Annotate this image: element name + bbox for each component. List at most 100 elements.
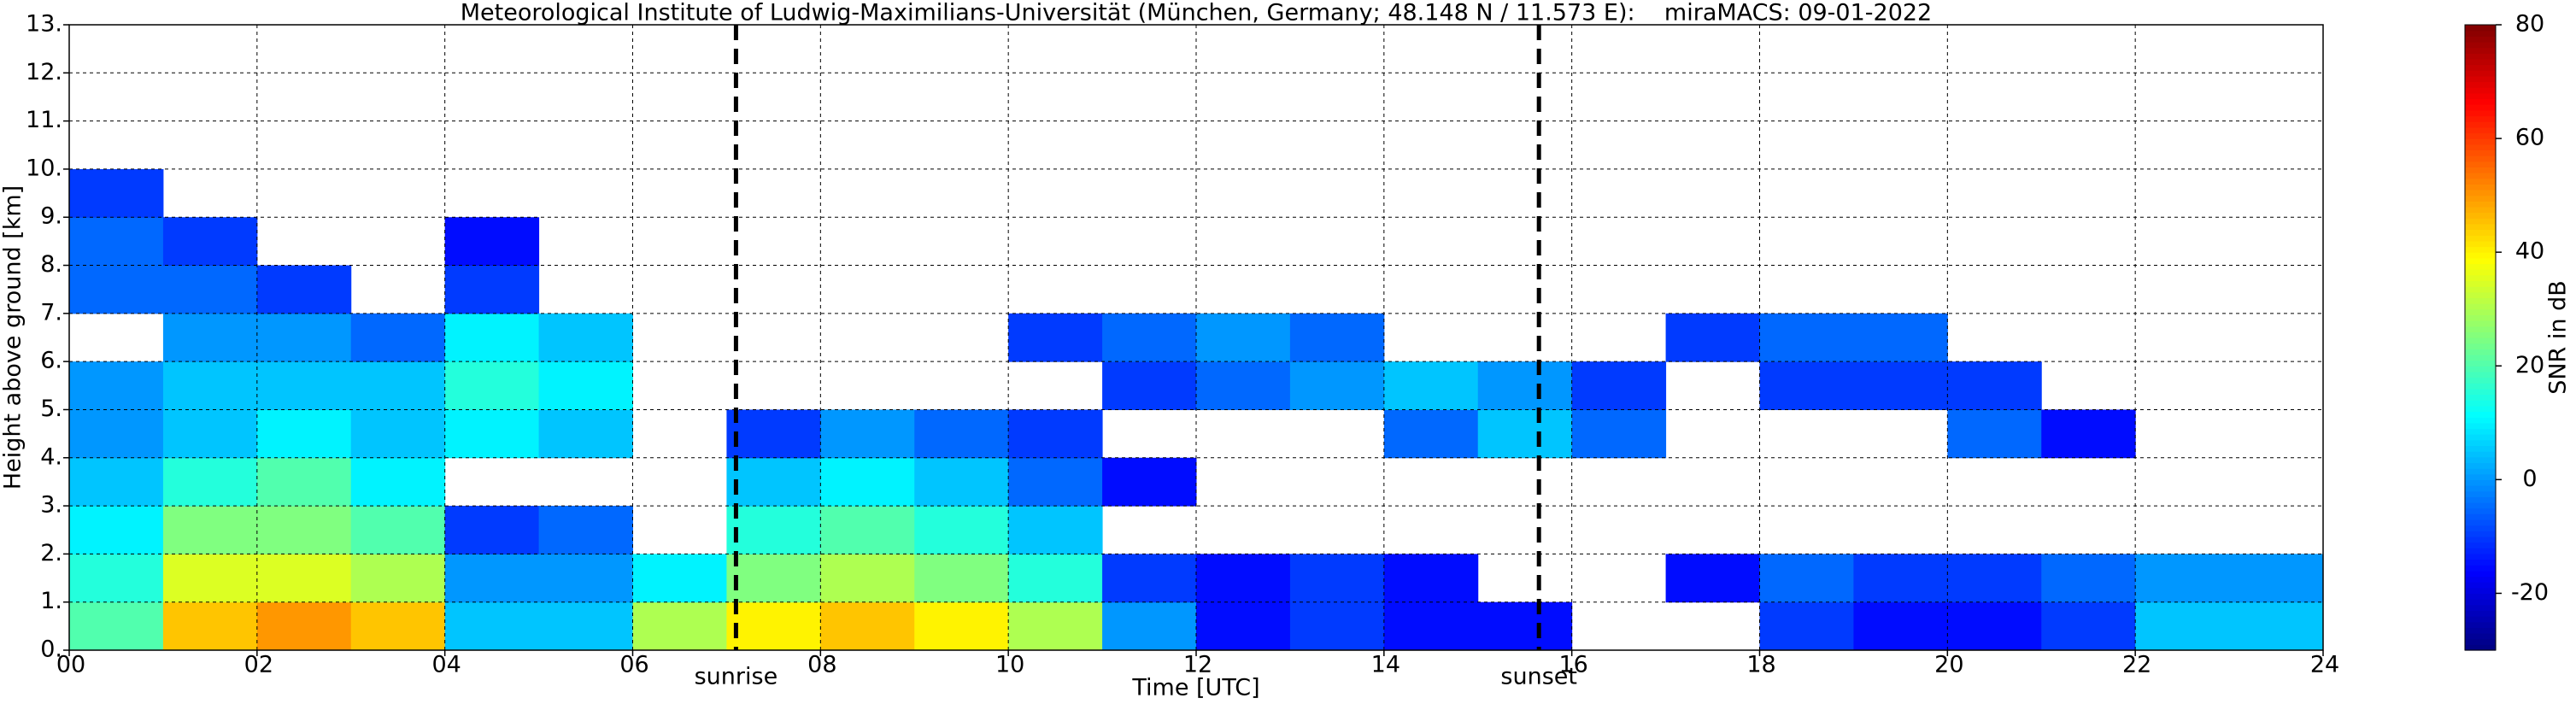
heat-cell	[1008, 313, 1103, 362]
heat-cell	[1853, 554, 1948, 603]
colorbar-swatch	[2465, 400, 2496, 407]
heat-cell	[632, 601, 727, 651]
colorbar-swatch	[2465, 633, 2496, 640]
heat-cell	[726, 409, 821, 459]
colorbar-swatch	[2465, 565, 2496, 572]
heat-cell	[726, 457, 821, 507]
colorbar-swatch	[2465, 456, 2496, 463]
colorbar-swatch	[2465, 70, 2496, 77]
colorbar-swatch	[2465, 115, 2496, 122]
colorbar-swatch	[2465, 235, 2496, 242]
heat-cell	[69, 457, 164, 507]
x-tick-label: 16	[1558, 652, 1587, 678]
colorbar-swatch	[2465, 473, 2496, 480]
heat-cell	[162, 313, 258, 362]
heat-cell	[1853, 313, 1948, 362]
colorbar-label: SNR in dB	[2545, 280, 2572, 395]
colorbar-swatch	[2465, 405, 2496, 413]
colorbar-swatch	[2465, 519, 2496, 526]
heat-cell	[162, 361, 258, 410]
colorbar-swatch	[2465, 223, 2496, 231]
heat-cell	[2041, 601, 2136, 651]
colorbar-swatch	[2465, 388, 2496, 396]
x-tick-label: 02	[244, 652, 273, 678]
heat-cell	[538, 554, 633, 603]
heat-cell	[444, 217, 540, 267]
heat-cell	[726, 506, 821, 554]
colorbar-swatch	[2465, 354, 2496, 361]
colorbar-swatch	[2465, 206, 2496, 214]
x-tick-label: 20	[1934, 652, 1963, 678]
heat-cell	[1102, 554, 1197, 603]
colorbar-swatch	[2465, 75, 2496, 83]
heat-cell	[914, 601, 1009, 651]
colorbar-swatch	[2465, 360, 2496, 367]
colorbar-swatch	[2465, 286, 2496, 293]
heat-cell	[1853, 601, 1948, 651]
heat-cell	[350, 554, 446, 603]
heat-cell	[2041, 409, 2136, 459]
colorbar-swatch	[2465, 542, 2496, 549]
colorbar-swatch	[2465, 144, 2496, 150]
y-tick-label: 0.	[40, 637, 62, 663]
y-tick-label: 4.	[40, 443, 62, 470]
heat-cell	[162, 457, 258, 507]
heat-cell	[1196, 601, 1291, 651]
heat-cell	[256, 265, 352, 314]
colorbar-swatch	[2465, 303, 2496, 310]
colorbar-swatch	[2465, 445, 2496, 452]
colorbar-swatch	[2465, 349, 2496, 355]
colorbar-swatch	[2465, 36, 2496, 43]
heat-cell	[256, 409, 352, 459]
x-tick-label: 04	[431, 652, 461, 678]
heat-cell	[538, 409, 633, 459]
colorbar-swatch	[2465, 291, 2496, 299]
colorbar-swatch	[2465, 434, 2496, 441]
heat-cell	[350, 409, 446, 459]
x-tick-label: 14	[1371, 652, 1400, 678]
colorbar-swatch	[2465, 468, 2496, 475]
colorbar-swatch	[2465, 280, 2496, 287]
colorbar-swatch	[2465, 184, 2496, 191]
heat-cell	[1853, 361, 1948, 410]
heat-cell	[1571, 361, 1667, 410]
colorbar-swatch	[2465, 507, 2496, 514]
colorbar-swatch	[2465, 297, 2496, 304]
event-label: sunset	[1500, 664, 1577, 690]
heat-cell	[1383, 361, 1479, 410]
colorbar-swatch	[2465, 559, 2496, 566]
heat-cell	[256, 361, 352, 410]
heat-cell	[69, 168, 164, 218]
colorbar-swatch	[2465, 269, 2496, 276]
heat-cell	[444, 265, 540, 314]
heat-cell	[1947, 409, 2042, 459]
colorbar-swatch	[2465, 377, 2496, 384]
colorbar-swatch	[2465, 371, 2496, 378]
colorbar-swatch	[2465, 25, 2496, 32]
y-tick-label: 11.	[26, 107, 62, 133]
heat-cell	[444, 506, 540, 554]
colorbar-swatch	[2465, 189, 2496, 197]
heat-cell	[1759, 601, 1854, 651]
heat-cell	[69, 265, 164, 314]
colorbar-swatch	[2465, 167, 2496, 173]
x-tick-label: 12	[1183, 652, 1212, 678]
colorbar-swatch	[2465, 383, 2496, 390]
heat-cell	[820, 457, 915, 507]
heat-cell	[350, 313, 446, 362]
colorbar-swatch	[2465, 462, 2496, 469]
heat-cell	[1571, 409, 1667, 459]
colorbar-swatch	[2465, 314, 2496, 321]
heat-cell	[1947, 361, 2042, 410]
colorbar-swatch	[2465, 138, 2496, 145]
colorbar-swatch	[2465, 64, 2496, 71]
colorbar-swatch	[2465, 604, 2496, 612]
heat-cell	[820, 554, 915, 603]
heat-cell	[1196, 313, 1291, 362]
heat-cell	[632, 554, 727, 603]
heat-cell	[162, 265, 258, 314]
colorbar-swatch	[2465, 132, 2496, 139]
colorbar-swatch	[2465, 366, 2496, 373]
colorbar-swatch	[2465, 98, 2496, 105]
colorbar-swatch	[2465, 155, 2496, 162]
